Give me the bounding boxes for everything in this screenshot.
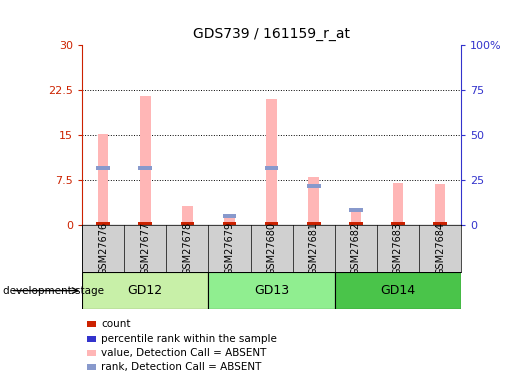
- Bar: [307, 222, 321, 225]
- Bar: [182, 206, 193, 225]
- Text: percentile rank within the sample: percentile rank within the sample: [101, 334, 277, 344]
- Text: value, Detection Call = ABSENT: value, Detection Call = ABSENT: [101, 348, 267, 358]
- Bar: [265, 222, 278, 225]
- Bar: [223, 222, 236, 225]
- Bar: [96, 166, 110, 170]
- Bar: [267, 99, 277, 225]
- Bar: [308, 177, 319, 225]
- Text: GSM27681: GSM27681: [309, 222, 319, 275]
- Text: GD14: GD14: [381, 284, 416, 297]
- Text: GSM27682: GSM27682: [351, 222, 361, 275]
- Text: GSM27679: GSM27679: [225, 222, 234, 275]
- Title: GDS739 / 161159_r_at: GDS739 / 161159_r_at: [193, 27, 350, 41]
- Text: GD13: GD13: [254, 284, 289, 297]
- Text: GSM27678: GSM27678: [182, 222, 192, 275]
- Text: development stage: development stage: [3, 286, 104, 296]
- Bar: [96, 222, 110, 225]
- Bar: [433, 222, 447, 225]
- Bar: [223, 214, 236, 218]
- Text: GSM27684: GSM27684: [435, 222, 445, 275]
- Bar: [349, 222, 363, 225]
- Bar: [265, 166, 278, 170]
- Bar: [181, 222, 194, 225]
- Bar: [349, 208, 363, 212]
- Text: GD12: GD12: [128, 284, 163, 297]
- Bar: [138, 222, 152, 225]
- Text: GSM27677: GSM27677: [140, 222, 151, 275]
- Bar: [391, 222, 405, 225]
- Bar: [224, 216, 235, 225]
- Bar: [335, 272, 461, 309]
- Text: GSM27676: GSM27676: [98, 222, 108, 275]
- Text: rank, Detection Call = ABSENT: rank, Detection Call = ABSENT: [101, 362, 262, 372]
- Bar: [138, 166, 152, 170]
- Text: count: count: [101, 320, 131, 329]
- Bar: [82, 272, 208, 309]
- Bar: [98, 134, 109, 225]
- Bar: [140, 96, 151, 225]
- Bar: [393, 183, 403, 225]
- Bar: [350, 212, 361, 225]
- Bar: [208, 272, 335, 309]
- Bar: [307, 184, 321, 188]
- Bar: [435, 184, 445, 225]
- Text: GSM27680: GSM27680: [267, 222, 277, 275]
- Text: GSM27683: GSM27683: [393, 222, 403, 275]
